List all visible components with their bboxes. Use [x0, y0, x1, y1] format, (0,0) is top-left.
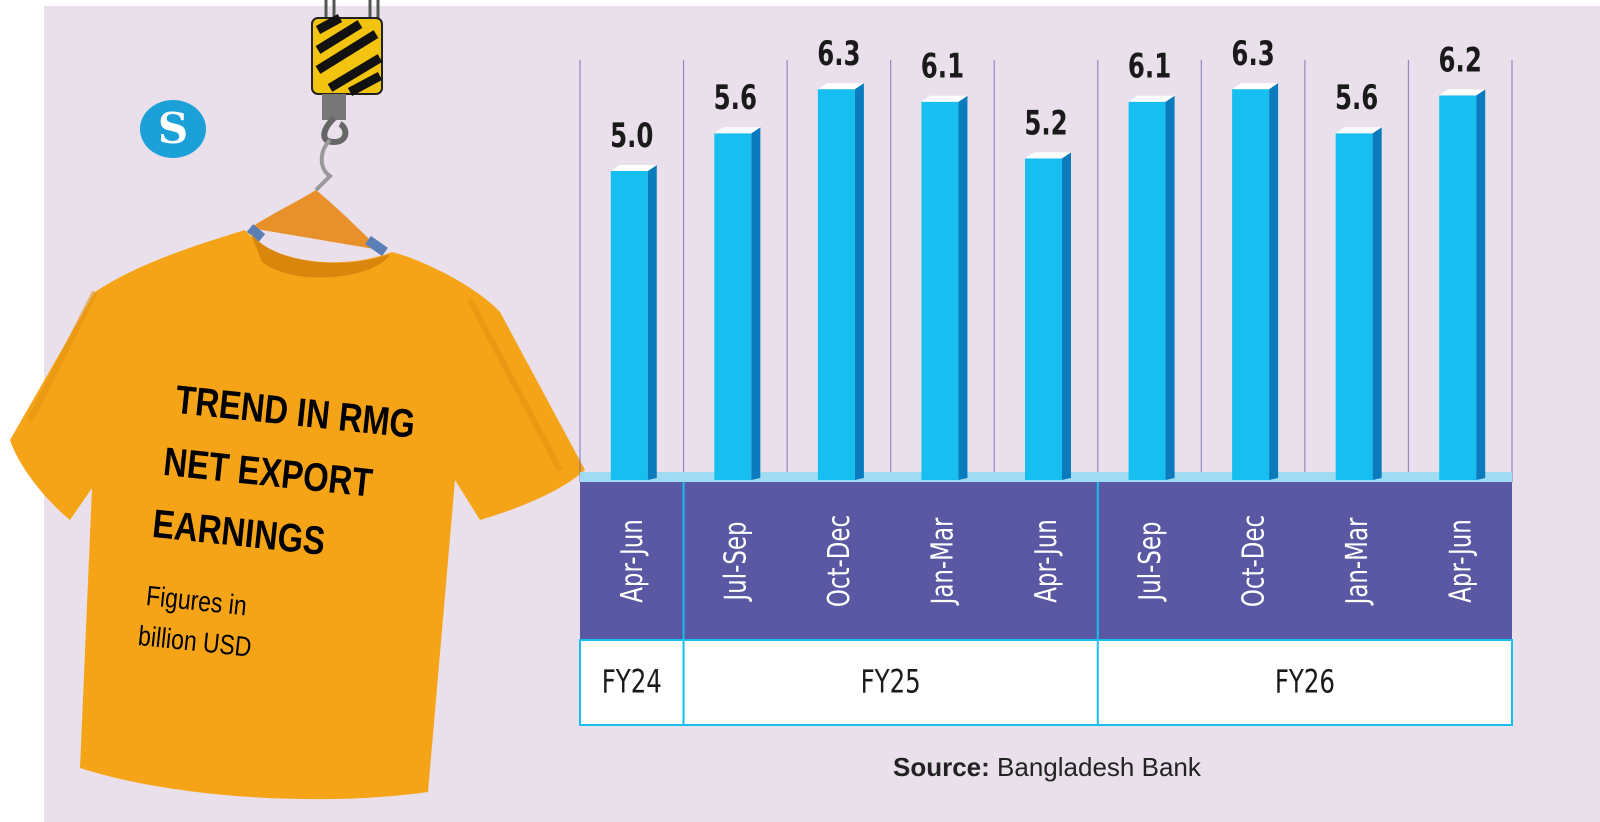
value-label: 5.0 [610, 116, 653, 156]
value-label: 6.1 [921, 47, 964, 87]
value-label: 6.1 [1128, 47, 1171, 87]
category-label: Jul-Sep [1132, 521, 1168, 602]
bar-top [817, 83, 864, 90]
bar-top [1025, 152, 1071, 159]
bar-top [1335, 127, 1382, 134]
bar [714, 133, 752, 480]
bar-side [1476, 89, 1486, 481]
bar-top [714, 127, 761, 134]
bar-side [647, 165, 657, 480]
value-label: 6.3 [1231, 34, 1274, 74]
bar [921, 101, 959, 480]
value-label: 5.2 [1024, 103, 1067, 143]
category-label: Apr-Jun [1442, 519, 1478, 603]
source-note: Source: Bangladesh Bank [893, 752, 1201, 783]
bar-top [1128, 95, 1175, 102]
bar-top [1439, 89, 1486, 96]
fiscal-year-label: FY25 [861, 664, 921, 702]
category-label: Jan-Mar [1339, 517, 1375, 606]
bar-side [751, 127, 761, 480]
category-label: Apr-Jun [614, 519, 650, 603]
hook-icon [321, 115, 349, 146]
bar-side [854, 83, 864, 480]
category-label: Apr-Jun [1028, 519, 1064, 603]
value-label: 6.3 [817, 34, 860, 74]
fiscal-year-label: FY24 [602, 664, 662, 702]
bar [1128, 101, 1166, 480]
bar-top [1232, 83, 1279, 90]
category-label: Jan-Mar [925, 517, 961, 606]
bar-top [921, 95, 968, 102]
category-label: Oct-Dec [1235, 515, 1271, 607]
bar [1335, 133, 1373, 480]
source-label: Source: [893, 752, 990, 782]
fiscal-year-band [579, 639, 1513, 726]
bar-side [1269, 83, 1279, 480]
source-text: Bangladesh Bank [997, 752, 1201, 782]
fiscal-year-label: FY26 [1275, 664, 1335, 702]
category-label: Oct-Dec [821, 515, 857, 607]
bar-side [958, 95, 968, 480]
bar [1439, 95, 1477, 481]
hanger-icon [314, 138, 334, 192]
bar [610, 171, 648, 480]
value-label: 5.6 [714, 78, 757, 118]
bar-side [1062, 152, 1071, 480]
bar-side [1372, 127, 1382, 480]
value-label: 6.2 [1439, 40, 1482, 80]
value-label: 5.6 [1335, 78, 1378, 118]
bar [1025, 158, 1062, 480]
category-label: Jul-Sep [718, 521, 754, 602]
tshirt-shape [10, 230, 585, 800]
bar-side [1165, 95, 1175, 480]
logo-icon: S [140, 100, 206, 158]
bar-top [610, 165, 657, 171]
bar [1232, 89, 1270, 480]
bar [817, 89, 855, 480]
category-band [580, 482, 1512, 640]
tshirt-illustration [10, 0, 585, 800]
